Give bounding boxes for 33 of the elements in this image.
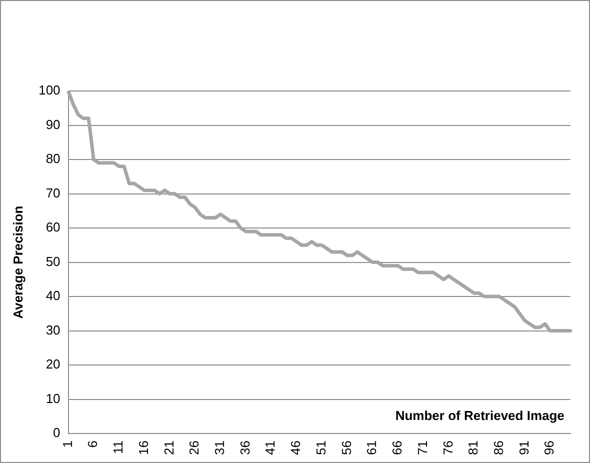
x-tick-label: 61 (364, 440, 380, 456)
y-tick-label: 40 (46, 288, 60, 304)
y-tick-label: 0 (53, 425, 60, 440)
x-tick-label: 46 (288, 440, 304, 456)
y-tick-label: 60 (46, 220, 60, 235)
x-tick-label: 26 (186, 440, 202, 456)
x-tick-label: 36 (237, 440, 252, 456)
y-tick-label: 100 (38, 82, 60, 98)
y-tick-label: 90 (46, 116, 60, 132)
x-tick-label: 31 (212, 440, 228, 456)
x-tick-label: 11 (110, 440, 126, 454)
y-tick-label: 50 (46, 254, 60, 269)
x-tick-label: 6 (85, 440, 100, 448)
x-tick-label: 66 (390, 440, 405, 456)
x-tick-label: 41 (262, 440, 278, 456)
x-axis-title: Number of Retrieved Image (395, 408, 564, 423)
y-axis-title: Average Precision (10, 206, 26, 319)
x-tick-label: 91 (516, 440, 532, 456)
y-tick-label: 80 (46, 151, 60, 166)
x-tick-label: 56 (338, 440, 354, 456)
x-tick-label: 96 (542, 440, 557, 456)
x-tick-label: 16 (136, 440, 151, 456)
x-tick-label: 1 (60, 440, 75, 448)
x-tick-label: 76 (440, 440, 456, 456)
y-tick-label: 30 (46, 322, 60, 338)
x-tick-label: 21 (161, 440, 176, 456)
x-tick-label: 71 (414, 440, 430, 456)
y-tick-label: 20 (46, 356, 60, 372)
x-tick-label: 86 (490, 440, 506, 456)
y-tick-label: 10 (46, 390, 60, 406)
y-tick-label: 70 (46, 185, 60, 200)
x-tick-label: 51 (313, 440, 328, 456)
x-tick-label: 81 (466, 440, 481, 456)
